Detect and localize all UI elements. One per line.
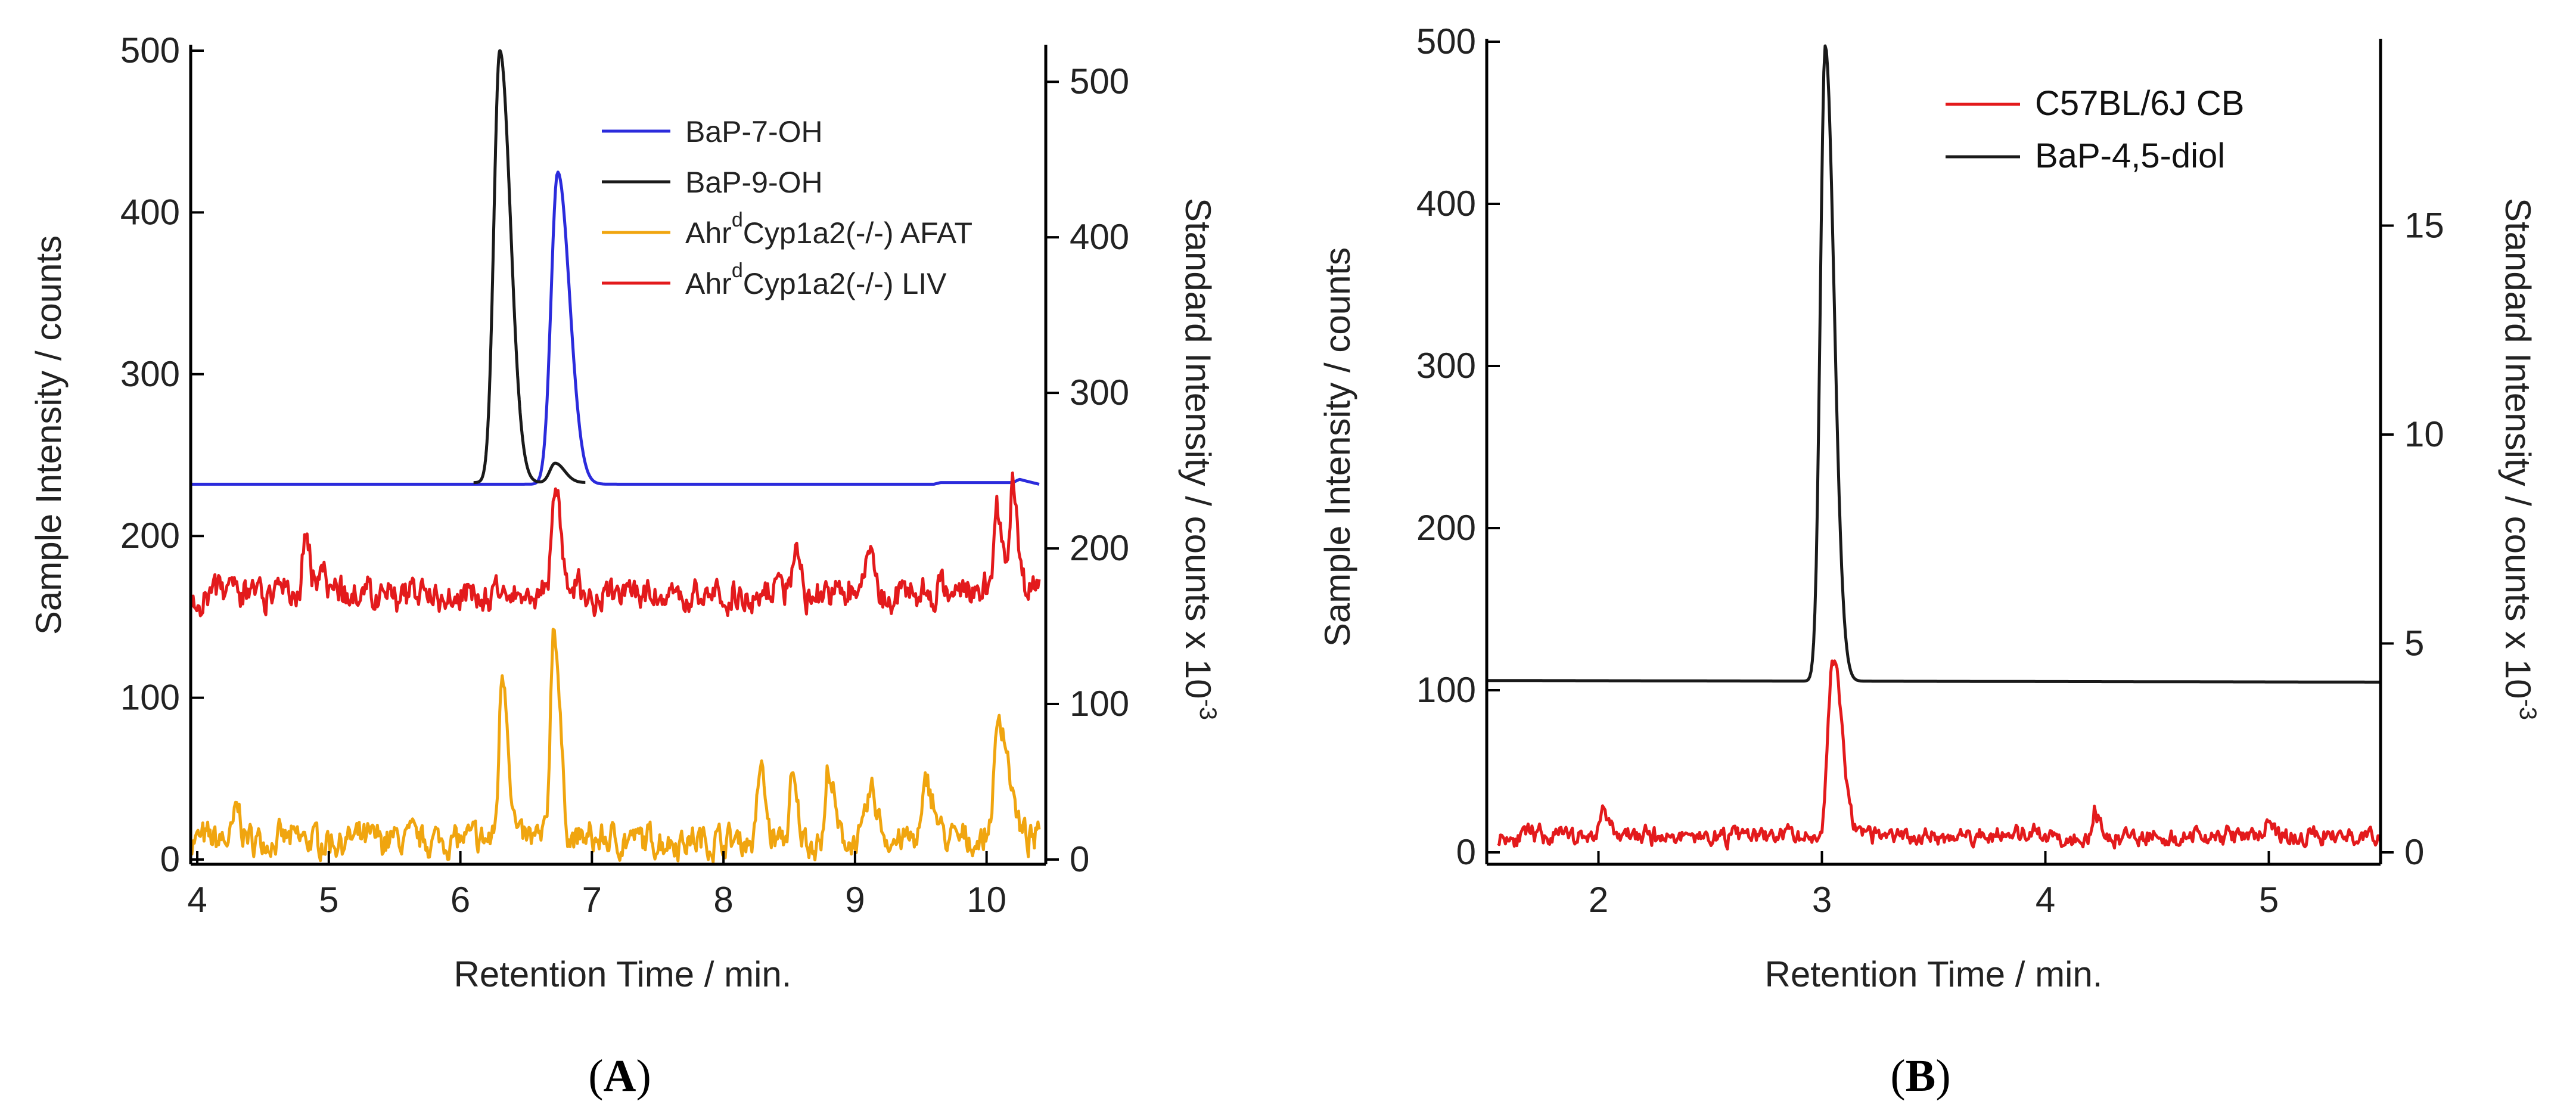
series-line-c57bl-6j-cb xyxy=(1497,659,2382,851)
chart-panel-b: 2 3 4 5 0 100 200 300 400 500 0 5 10 15 Retention Tim… xyxy=(1317,21,2541,1101)
x-tick-label: 6 xyxy=(450,880,470,920)
series-line-bap-4-5-diol xyxy=(1486,44,2381,684)
left-y-tick-label: 100 xyxy=(120,678,180,718)
left-y-tick-label: 0 xyxy=(1456,832,1476,872)
left-y-tick-label: 100 xyxy=(1416,670,1476,710)
legend-label: BaP-9-OH xyxy=(685,166,823,199)
right-y-axis-label-a-text: Standard Intensity / counts x 10 xyxy=(1178,198,1218,699)
right-y-tick-label: 100 xyxy=(1070,684,1129,724)
legend-label: C57BL/6J CB xyxy=(2035,84,2244,123)
series-line-bap-9-oh xyxy=(472,49,587,485)
x-tick-label: 5 xyxy=(2259,880,2279,920)
legend-a: BaP-7-OH BaP-9-OH AhrdCyp1a2(-/-) AFAT Ahrd… xyxy=(602,115,972,300)
right-y-axis-label-a: Standard Intensity / counts x 10-3 xyxy=(1178,198,1221,720)
left-y-tick-label: 200 xyxy=(1416,508,1476,548)
left-y-tick-label: 500 xyxy=(120,30,180,70)
x-tick-label: 2 xyxy=(1589,880,1608,920)
left-y-axis-label-a: Sample Intensity / counts xyxy=(29,235,69,635)
right-y-tick-label: 15 xyxy=(2404,205,2444,245)
legend-label: AhrdCyp1a2(-/-) LIV xyxy=(685,259,947,300)
x-tick-label: 8 xyxy=(713,880,733,920)
x-tick-label: 5 xyxy=(319,880,338,920)
left-y-tick-label: 300 xyxy=(120,354,180,394)
series-group-a xyxy=(189,49,1041,864)
right-y-tick-label: 10 xyxy=(2404,414,2444,454)
left-y-tick-label: 300 xyxy=(1416,346,1476,386)
legend-label: BaP-4,5-diol xyxy=(2035,136,2225,175)
left-y-tick-label: 400 xyxy=(1416,184,1476,224)
panel-label-a-letter: A xyxy=(604,1051,636,1101)
x-tick-label: 3 xyxy=(1812,880,1832,920)
right-y-axis-label-b-exponent: -3 xyxy=(2515,699,2541,720)
right-y-tick-label: 5 xyxy=(2404,623,2424,663)
right-y-tick-label: 0 xyxy=(2404,832,2424,872)
right-y-axis-label-b: Standard Intensity / counts x 10-3 xyxy=(2498,198,2541,720)
x-tick-label: 7 xyxy=(582,880,602,920)
right-y-axis-label-b-text: Standard Intensity / counts x 10 xyxy=(2498,198,2538,699)
right-y-tick-label: 400 xyxy=(1070,217,1129,257)
left-y-tick-label: 200 xyxy=(120,516,180,556)
chart-panel-a: 4 5 6 7 8 9 1001002003004005000100200300400500… xyxy=(29,30,1221,1101)
panel-label-b-letter: B xyxy=(1906,1051,1936,1101)
x-tick-label: 4 xyxy=(187,880,207,920)
x-tick-label: 4 xyxy=(2036,880,2055,920)
x-tick-label: 10 xyxy=(967,880,1006,920)
panel-label-a: (A) xyxy=(588,1051,651,1101)
x-tick-label: 9 xyxy=(845,880,865,920)
right-y-tick-label: 200 xyxy=(1070,528,1129,568)
series-group-b xyxy=(1486,44,2382,851)
ticks-b: 2 3 4 5 0 100 200 300 400 500 0 5 10 15 xyxy=(1416,21,2444,920)
left-y-tick-label: 500 xyxy=(1416,21,1476,61)
series-line-ahr-d-cyp1a2-afat xyxy=(189,628,1041,864)
legend-label: AhrdCyp1a2(-/-) AFAT xyxy=(685,209,972,250)
right-y-tick-label: 300 xyxy=(1070,373,1129,412)
x-axis-label-b: Retention Time / min. xyxy=(1765,954,2103,994)
legend-b: C57BL/6J CB BaP-4,5-diol xyxy=(1946,84,2244,175)
x-axis-label-a: Retention Time / min. xyxy=(454,954,792,994)
right-y-tick-label: 0 xyxy=(1070,839,1089,879)
right-y-tick-label: 500 xyxy=(1070,61,1129,101)
series-line-bap-7-oh xyxy=(190,170,1040,486)
series-line-ahr-d-cyp1a2-liv xyxy=(190,471,1041,618)
left-y-tick-label: 0 xyxy=(160,839,180,879)
legend-label: BaP-7-OH xyxy=(685,115,823,148)
panel-label-b: (B) xyxy=(1890,1051,1950,1101)
left-y-tick-label: 400 xyxy=(120,192,180,232)
left-y-axis-label-b: Sample Intensity / counts xyxy=(1317,247,1357,647)
right-y-axis-label-a-exponent: -3 xyxy=(1195,699,1221,720)
